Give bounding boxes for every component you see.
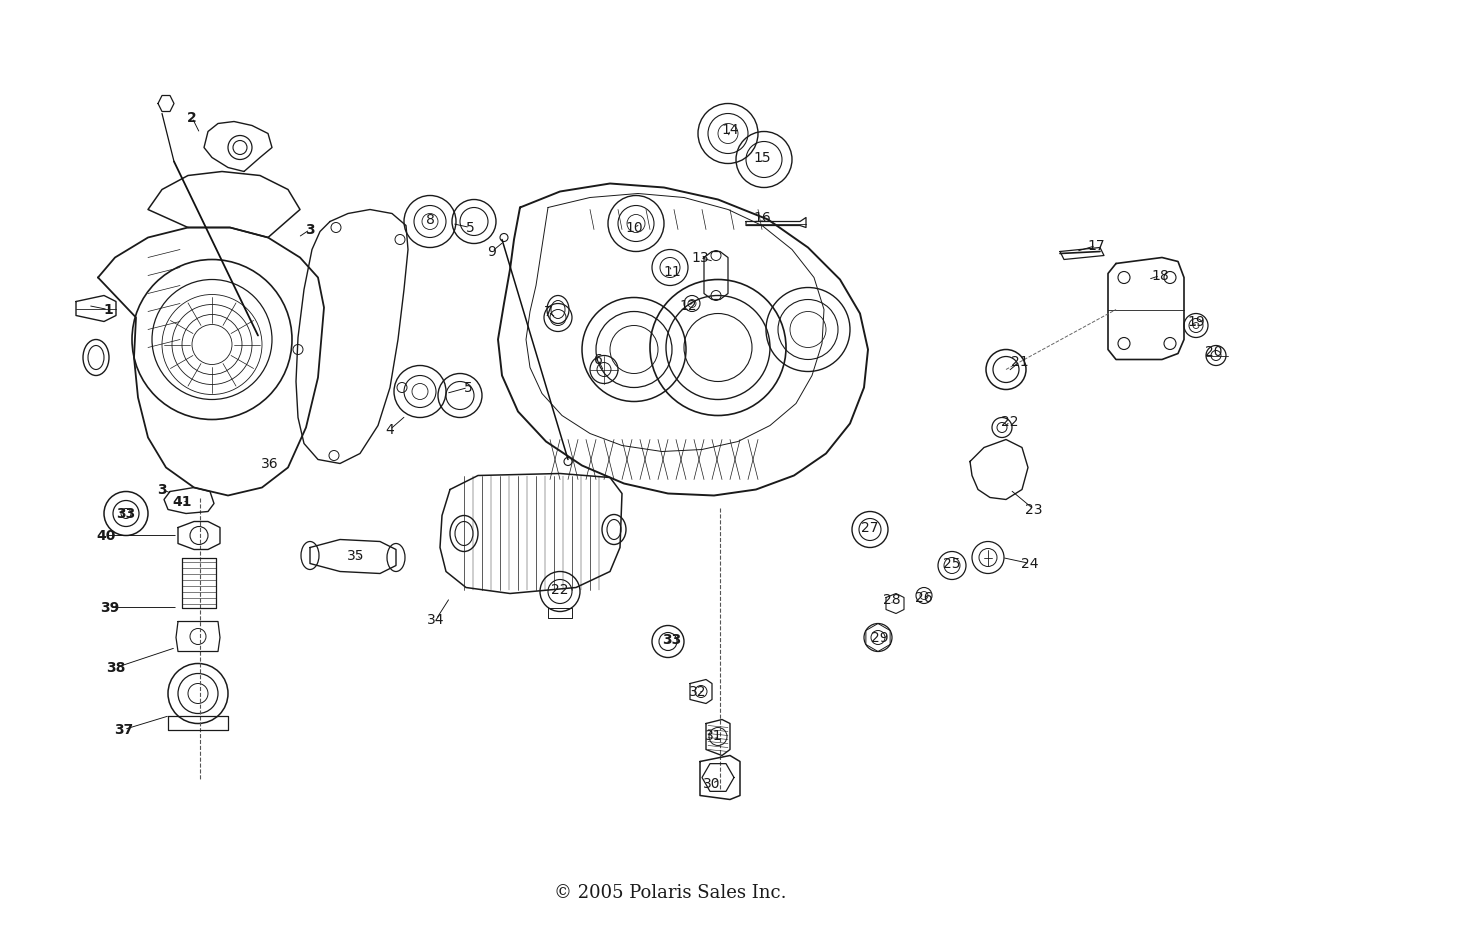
Text: 7: 7 [544,306,553,319]
Text: 13: 13 [691,251,709,266]
Text: 5: 5 [466,221,475,235]
Text: 11: 11 [663,266,681,279]
Text: 30: 30 [703,777,721,791]
Text: 20: 20 [1206,346,1223,359]
Text: 37: 37 [115,723,134,737]
Text: 19: 19 [1187,315,1204,329]
Text: 22: 22 [551,583,569,597]
Text: 25: 25 [943,557,961,571]
Text: 32: 32 [690,684,706,699]
Text: 29: 29 [871,631,889,645]
Text: 33: 33 [116,507,136,521]
Text: 33: 33 [662,633,681,646]
Text: 4: 4 [386,423,395,437]
Text: 21: 21 [1011,355,1029,369]
Text: 15: 15 [753,151,771,166]
Text: © 2005 Polaris Sales Inc.: © 2005 Polaris Sales Inc. [554,883,787,902]
Text: 41: 41 [172,495,192,509]
Text: 34: 34 [427,613,445,626]
Text: 17: 17 [1088,239,1106,253]
Text: 12: 12 [680,299,697,313]
Text: 40: 40 [96,529,115,543]
Text: 5: 5 [464,381,472,395]
Text: 9: 9 [488,246,497,259]
Text: 23: 23 [1026,503,1042,517]
Text: 38: 38 [106,661,125,675]
Text: 6: 6 [594,353,603,367]
Text: 3: 3 [158,483,167,497]
Text: 31: 31 [705,728,722,743]
Text: 14: 14 [721,124,738,137]
Text: 22: 22 [1001,415,1019,429]
Text: 26: 26 [915,591,933,605]
Text: 18: 18 [1151,269,1169,283]
Text: 16: 16 [753,211,771,226]
Text: 3: 3 [305,224,315,237]
Text: 1: 1 [103,303,113,317]
Text: 10: 10 [625,221,643,235]
Text: 28: 28 [883,593,901,606]
Text: 36: 36 [261,457,279,471]
Text: 24: 24 [1021,557,1039,571]
Text: 2: 2 [187,111,198,126]
Text: 8: 8 [426,213,435,228]
Text: 35: 35 [348,549,364,563]
Text: 27: 27 [861,521,879,535]
Text: 39: 39 [100,601,119,615]
